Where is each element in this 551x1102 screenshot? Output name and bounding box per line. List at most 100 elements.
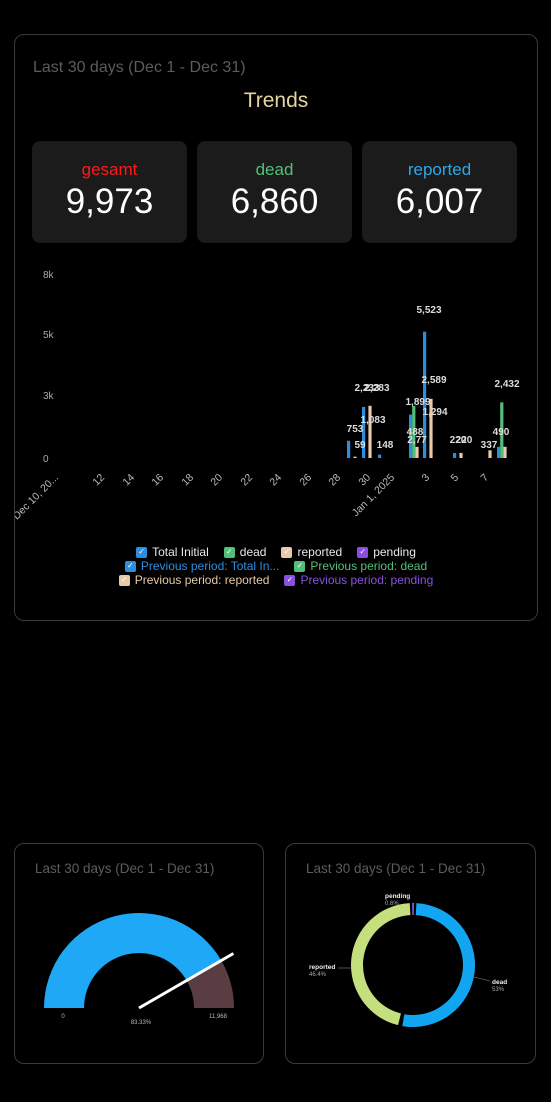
- trends-card: Last 30 days (Dec 1 - Dec 31) Trends ges…: [14, 34, 538, 621]
- legend-item[interactable]: ✓ Previous period: reported: [118, 573, 269, 587]
- gauge-chart[interactable]: 0 83.33% 11,968: [15, 884, 263, 1064]
- chart-legend: ✓ Total Initial ✓ dead ✓ reported ✓ pending ✓ Pr…: [15, 545, 537, 587]
- gauge-card: Last 30 days (Dec 1 - Dec 31) 0 83.33% 11,…: [14, 843, 264, 1064]
- legend-label: Previous period: dead: [310, 559, 428, 573]
- legend-item[interactable]: ✓ reported: [281, 545, 342, 559]
- legend-label: Previous period: Total In...: [140, 559, 280, 573]
- checkbox-icon[interactable]: ✓: [294, 560, 306, 572]
- data-label: 220: [450, 435, 467, 446]
- x-tick-label: 22: [238, 472, 255, 489]
- legend-item[interactable]: ✓ Previous period: dead: [294, 559, 427, 573]
- bar-dead[interactable]: [500, 402, 504, 458]
- legend-label: dead: [239, 545, 267, 559]
- data-label: 2,589: [421, 375, 446, 386]
- donut-percent-reported: 46.4%: [309, 972, 327, 978]
- donut-percent-pending: 0.6%: [385, 901, 399, 907]
- legend-label: Previous period: pending: [300, 573, 434, 587]
- bar-dead[interactable]: [412, 405, 416, 458]
- legend-item[interactable]: ✓ Total Initial: [136, 545, 209, 559]
- donut-segment-dead[interactable]: [402, 903, 476, 1027]
- bar-reported[interactable]: [415, 446, 419, 458]
- gauge-needle: [138, 952, 235, 1010]
- gauge-max-label: 11,968: [209, 1014, 228, 1020]
- legend-item[interactable]: ✓ dead: [223, 545, 267, 559]
- legend-label: Total Initial: [152, 545, 209, 559]
- donut-card: Last 30 days (Dec 1 - Dec 31) dead 53% rep…: [285, 843, 536, 1064]
- data-label: 59: [354, 440, 366, 451]
- x-tick-label: 24: [267, 472, 284, 489]
- x-tick-label: 12: [90, 472, 107, 489]
- data-label: 2,233: [354, 383, 379, 394]
- stat-tile-gesamt[interactable]: gesamt 9,973: [32, 141, 187, 243]
- checkbox-icon[interactable]: ✓: [136, 546, 148, 558]
- bar-reported[interactable]: [459, 452, 463, 458]
- trends-period-label: Last 30 days (Dec 1 - Dec 31): [33, 59, 246, 76]
- trends-bar-chart[interactable]: 8k 5k 3k 0 Dec 10, 20... 12 14 16 18 20 22 24 26 28 30…: [15, 260, 537, 550]
- legend-label: reported: [297, 545, 343, 559]
- data-label: 488: [407, 427, 424, 438]
- bar-reported[interactable]: [503, 446, 507, 458]
- bar-reported[interactable]: [368, 405, 372, 458]
- y-tick-label: 0: [43, 454, 49, 465]
- bar-total-initial[interactable]: [453, 452, 457, 458]
- bar-total-initial[interactable]: [497, 446, 501, 458]
- bar-total-initial[interactable]: [409, 414, 413, 458]
- data-label: 2,283: [364, 383, 389, 394]
- bar-total-initial[interactable]: [423, 331, 427, 458]
- stat-label-reported: reported: [407, 160, 472, 179]
- checkbox-icon[interactable]: ✓: [118, 574, 130, 586]
- legend-item[interactable]: ✓ pending: [357, 545, 416, 559]
- gauge-value-label: 83.33%: [131, 1020, 152, 1026]
- data-label: 148: [377, 440, 394, 451]
- y-tick-label: 8k: [43, 270, 55, 281]
- data-label: 1,899: [405, 397, 430, 408]
- stat-label-gesamt: gesamt: [81, 160, 138, 179]
- data-label: 220: [456, 435, 473, 446]
- bar-total-initial[interactable]: [378, 454, 382, 458]
- legend-item[interactable]: ✓ Previous period: Total In...: [124, 559, 280, 573]
- checkbox-icon[interactable]: ✓: [124, 560, 136, 572]
- bar-reported[interactable]: [488, 450, 492, 458]
- legend-label: pending: [373, 545, 416, 559]
- x-tick-label: 7: [479, 472, 492, 485]
- checkbox-icon[interactable]: ✓: [284, 574, 296, 586]
- data-label: 2,77: [407, 435, 427, 446]
- data-label: 2,432: [494, 379, 519, 390]
- donut-segment-reported[interactable]: [351, 903, 411, 1026]
- donut-label-reported: reported: [309, 964, 335, 971]
- y-tick-label: 5k: [43, 330, 55, 341]
- gauge-period-label: Last 30 days (Dec 1 - Dec 31): [35, 861, 215, 876]
- gauge-fill[interactable]: [44, 913, 222, 1008]
- stat-value-reported: 6,007: [395, 182, 484, 221]
- bar-total-initial[interactable]: [362, 406, 366, 458]
- x-tick-label: 14: [120, 472, 137, 489]
- x-tick-label: Dec 10, 20...: [15, 472, 61, 523]
- gauge-remainder[interactable]: [186, 960, 234, 1008]
- bar-reported[interactable]: [353, 456, 357, 458]
- stat-tile-dead[interactable]: dead 6,860: [197, 141, 352, 243]
- donut-label-dead: dead: [492, 979, 507, 986]
- stat-value-dead: 6,860: [230, 182, 319, 221]
- donut-percent-dead: 53%: [492, 987, 505, 993]
- gauge-min-label: 0: [61, 1014, 65, 1020]
- x-tick-label: 20: [208, 472, 225, 489]
- x-tick-label: 28: [326, 472, 343, 489]
- data-label: 5,523: [416, 305, 441, 316]
- checkbox-icon[interactable]: ✓: [223, 546, 235, 558]
- checkbox-icon[interactable]: ✓: [357, 546, 369, 558]
- data-label: 337: [481, 440, 498, 451]
- bar-reported[interactable]: [429, 398, 433, 458]
- donut-segment-pending[interactable]: [412, 903, 415, 916]
- donut-period-label: Last 30 days (Dec 1 - Dec 31): [306, 861, 486, 876]
- x-tick-label: 30: [356, 472, 373, 489]
- checkbox-icon[interactable]: ✓: [281, 546, 293, 558]
- stat-value-gesamt: 9,973: [65, 182, 154, 221]
- x-tick-label: 5: [449, 472, 462, 485]
- bar-total-initial[interactable]: [347, 440, 351, 458]
- data-label: 753: [347, 424, 364, 435]
- stat-tile-reported[interactable]: reported 6,007: [362, 141, 517, 243]
- legend-item[interactable]: ✓ Previous period: pending: [284, 573, 433, 587]
- x-tick-label: 26: [297, 472, 314, 489]
- y-tick-label: 3k: [43, 391, 55, 402]
